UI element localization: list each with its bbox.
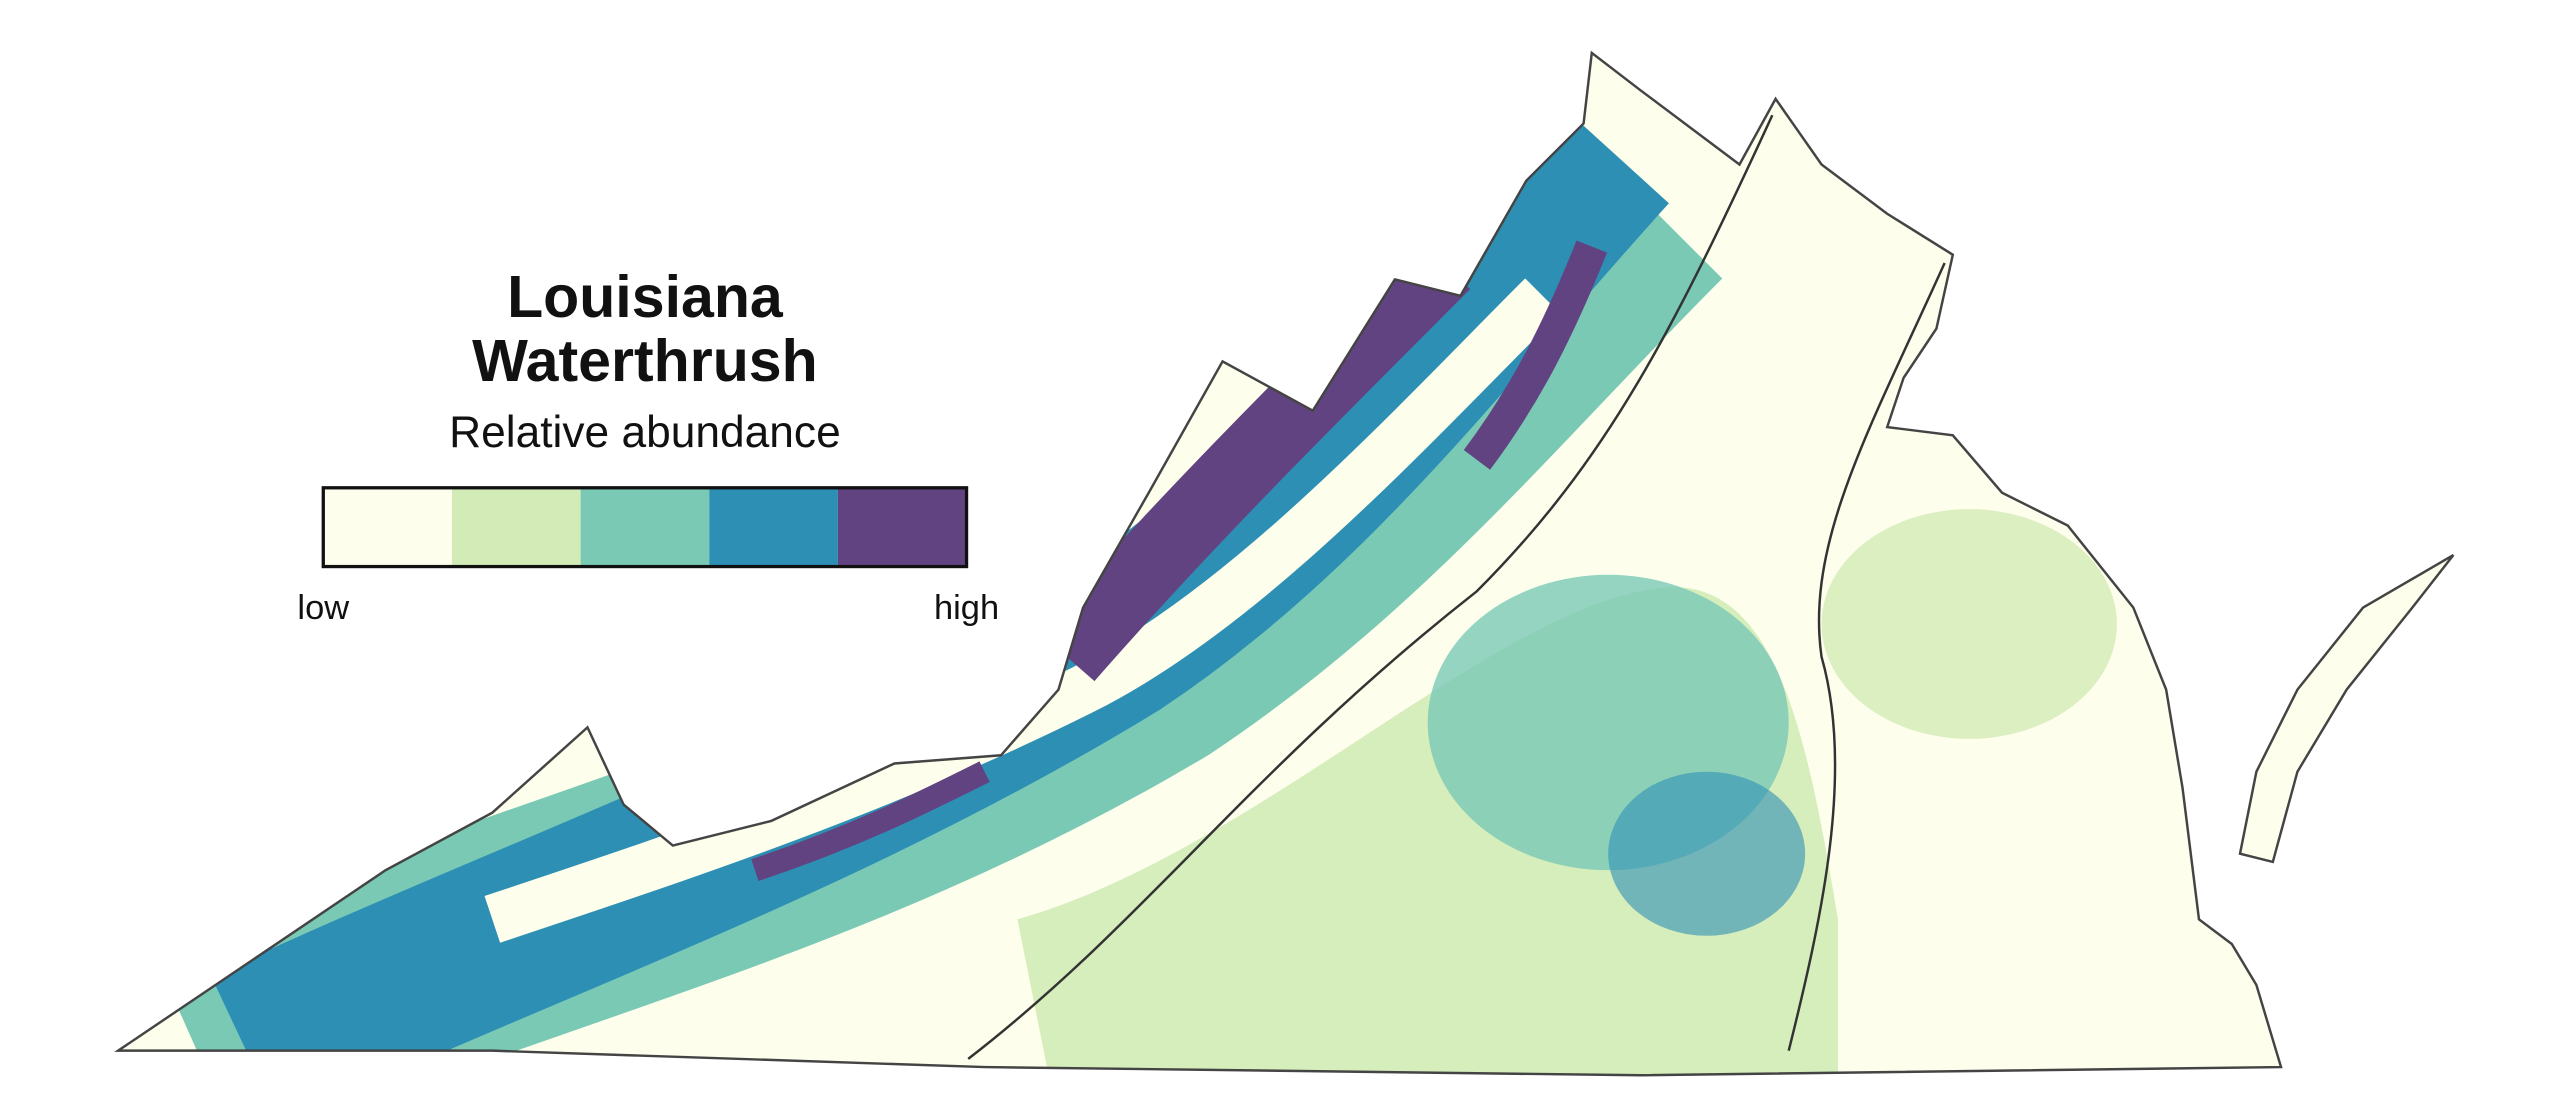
region-boundary [1787,262,1946,1051]
legend-swatch [451,487,581,567]
legend-swatch [323,487,452,567]
state-outline [114,50,2283,1077]
legend-swatch [837,487,967,567]
legend-swatch [580,487,710,567]
legend [323,487,967,567]
eastern-shore [2238,554,2455,864]
map-title: Waterthrush [472,328,818,394]
region-boundary [967,114,1774,1060]
legend-frame [321,486,969,569]
legend-swatch [709,487,838,567]
legend-high-label: high [934,589,999,627]
map-title: Louisiana [507,264,784,330]
legend-low-label: low [297,589,349,627]
legend-subtitle: Relative abundance [449,408,841,457]
